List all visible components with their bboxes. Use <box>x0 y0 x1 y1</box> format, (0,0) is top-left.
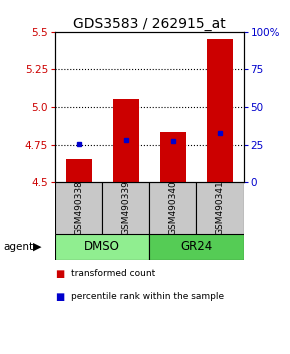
Bar <box>113 99 139 182</box>
Bar <box>149 182 196 234</box>
Bar <box>149 234 244 260</box>
Bar <box>102 182 149 234</box>
Text: transformed count: transformed count <box>71 269 155 278</box>
Text: GR24: GR24 <box>180 240 213 253</box>
Text: DMSO: DMSO <box>84 240 120 253</box>
Bar <box>55 234 149 260</box>
Text: ■: ■ <box>55 269 64 279</box>
Bar <box>160 132 186 182</box>
Text: GSM490339: GSM490339 <box>121 181 130 235</box>
Text: GSM490338: GSM490338 <box>74 181 83 235</box>
Bar <box>66 159 92 182</box>
Bar <box>207 39 233 182</box>
Text: percentile rank within the sample: percentile rank within the sample <box>71 292 224 301</box>
Bar <box>55 182 102 234</box>
Text: ■: ■ <box>55 292 64 302</box>
Text: agent: agent <box>3 242 33 252</box>
Text: GSM490340: GSM490340 <box>168 181 177 235</box>
Bar <box>196 182 244 234</box>
Title: GDS3583 / 262915_at: GDS3583 / 262915_at <box>73 17 226 31</box>
Text: ▶: ▶ <box>33 242 42 252</box>
Text: GSM490341: GSM490341 <box>215 181 224 235</box>
